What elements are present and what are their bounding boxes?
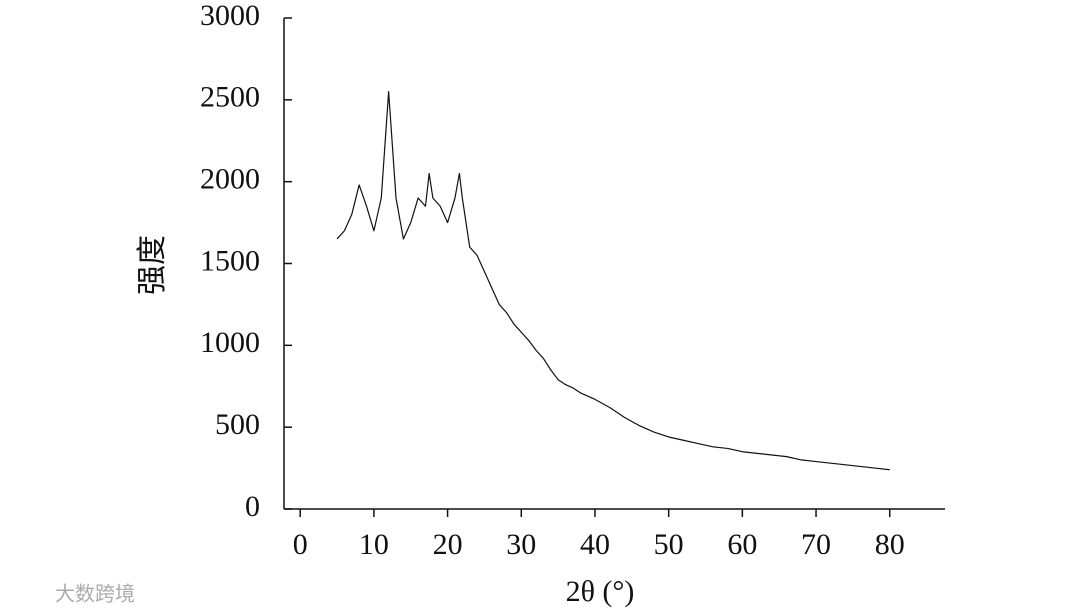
y-tick-label: 1500 [200,244,260,277]
y-tick-label: 0 [245,490,260,523]
x-tick-label: 20 [433,528,463,561]
x-tick-label: 40 [580,528,610,561]
x-tick-label: 50 [654,528,684,561]
y-tick-label: 3000 [200,0,260,32]
x-axis-label: 2θ (°) [566,575,635,608]
watermark: 大数跨境 [55,582,135,606]
y-tick-label: 1000 [200,326,260,359]
x-tick-label: 0 [293,528,308,561]
x-tick-label: 10 [359,528,389,561]
y-tick-label: 500 [215,408,260,441]
data-line [336,91,890,471]
x-tick-label: 60 [727,528,757,561]
y-axis-label: 强度 [136,235,169,295]
x-tick-label: 70 [801,528,831,561]
y-tick-label: 2500 [200,81,260,114]
x-tick-label: 80 [875,528,905,561]
y-tick-label: 2000 [200,163,260,196]
x-tick-label: 30 [506,528,536,561]
